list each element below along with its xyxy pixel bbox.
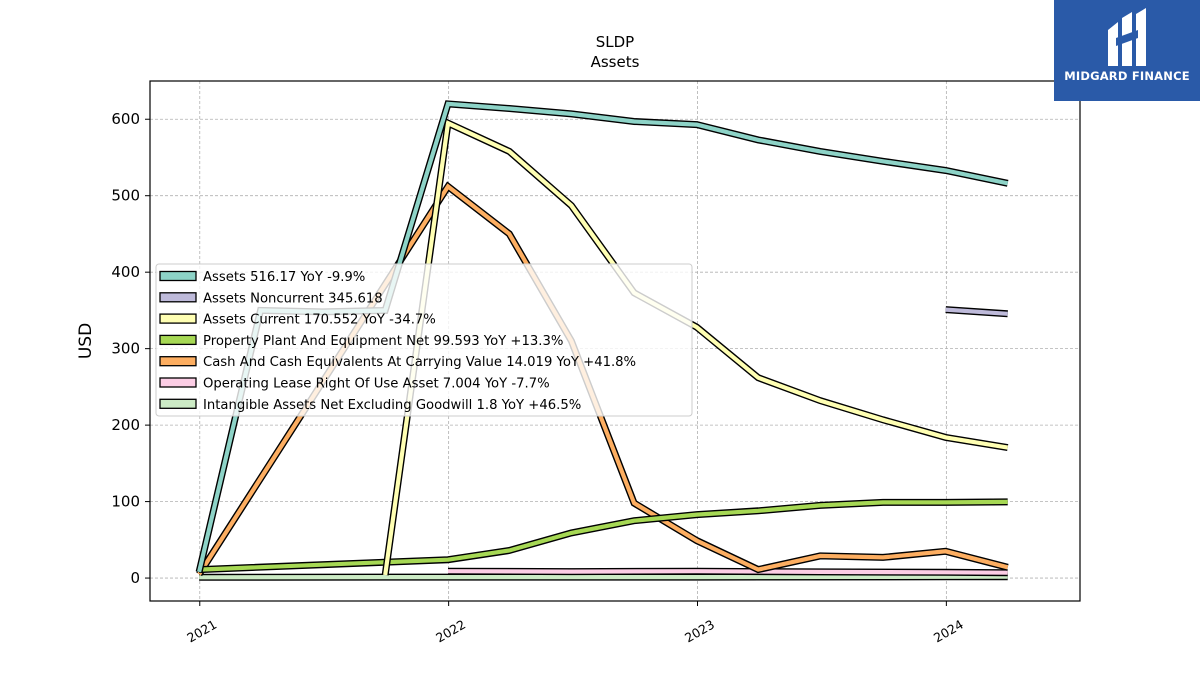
legend-label: Assets 516.17 YoY -9.9% bbox=[203, 270, 365, 285]
legend-swatch bbox=[159, 356, 197, 367]
legend-label: Property Plant And Equipment Net 99.593 … bbox=[203, 334, 563, 349]
series-line bbox=[945, 307, 1008, 316]
chart-title: SLDP bbox=[596, 33, 634, 51]
legend-swatch bbox=[159, 270, 197, 282]
legend-label: Intangible Assets Net Excluding Goodwill… bbox=[203, 398, 581, 413]
legend-entry: Cash And Cash Equivalents At Carrying Va… bbox=[159, 355, 636, 370]
y-tick-label: 200 bbox=[111, 416, 140, 434]
legend-label: Assets Noncurrent 345.618 bbox=[203, 291, 383, 306]
axis-ticks: 0 100 200 300 400 500 600 2021 2022 2023 2024 bbox=[111, 110, 966, 645]
legend-label: Assets Current 170.552 YoY -34.7% bbox=[203, 313, 436, 328]
x-tick-label: 2021 bbox=[184, 617, 219, 646]
y-tick-label: 0 bbox=[130, 569, 140, 587]
series-property-plant-and-equipment-net bbox=[198, 498, 1008, 574]
series-assets-current bbox=[381, 117, 1009, 576]
series-line bbox=[383, 120, 1009, 576]
y-tick-label: 500 bbox=[111, 187, 140, 205]
series-line bbox=[199, 499, 1008, 572]
y-axis-label: USD bbox=[76, 323, 96, 359]
legend-swatch bbox=[159, 292, 197, 303]
series-assets-noncurrent bbox=[945, 306, 1008, 318]
x-tick-label: 2022 bbox=[433, 617, 468, 646]
legend-label: Cash And Cash Equivalents At Carrying Va… bbox=[203, 355, 636, 370]
series-line bbox=[197, 183, 1009, 576]
series-cash-and-cash-equivalents-at-carrying-value bbox=[196, 181, 1009, 577]
x-tick-label: 2024 bbox=[931, 617, 966, 646]
y-tick-label: 100 bbox=[111, 493, 140, 511]
y-tick-label: 300 bbox=[111, 340, 140, 358]
legend-swatch bbox=[159, 398, 197, 409]
legend-entry: Assets Current 170.552 YoY -34.7% bbox=[159, 313, 436, 328]
legend-entry: Property Plant And Equipment Net 99.593 … bbox=[159, 334, 563, 349]
legend-entry: Assets 516.17 YoY -9.9% bbox=[159, 270, 365, 285]
series-line bbox=[447, 569, 1008, 575]
series-line bbox=[199, 574, 1008, 580]
midgard-logo-icon bbox=[1108, 8, 1146, 66]
legend-box bbox=[155, 263, 693, 417]
series-operating-lease-right-of-use-asset bbox=[447, 567, 1008, 577]
y-tick-label: 600 bbox=[111, 110, 140, 128]
legend-swatch bbox=[159, 313, 197, 324]
series-intangible-assets-net-excluding-goodwill bbox=[199, 573, 1008, 581]
legend-swatch bbox=[159, 334, 197, 346]
plot-area-frame bbox=[149, 80, 1081, 602]
y-tick-label: 400 bbox=[111, 263, 140, 281]
legend-swatch bbox=[159, 377, 197, 388]
chart-subtitle: Assets bbox=[591, 53, 640, 71]
midgard-finance-logo: MIDGARD FINANCE bbox=[1054, 0, 1200, 101]
x-tick-label: 2023 bbox=[682, 617, 717, 646]
legend-entry: Operating Lease Right Of Use Asset 7.004… bbox=[159, 377, 550, 392]
brand-name: MIDGARD FINANCE bbox=[1064, 69, 1190, 83]
legend: Assets 516.17 YoY -9.9% Assets Noncurrent… bbox=[155, 263, 693, 417]
legend-label: Operating Lease Right Of Use Asset 7.004… bbox=[203, 377, 550, 392]
legend-entry: Intangible Assets Net Excluding Goodwill… bbox=[159, 398, 581, 413]
legend-entry: Assets Noncurrent 345.618 bbox=[159, 291, 383, 306]
